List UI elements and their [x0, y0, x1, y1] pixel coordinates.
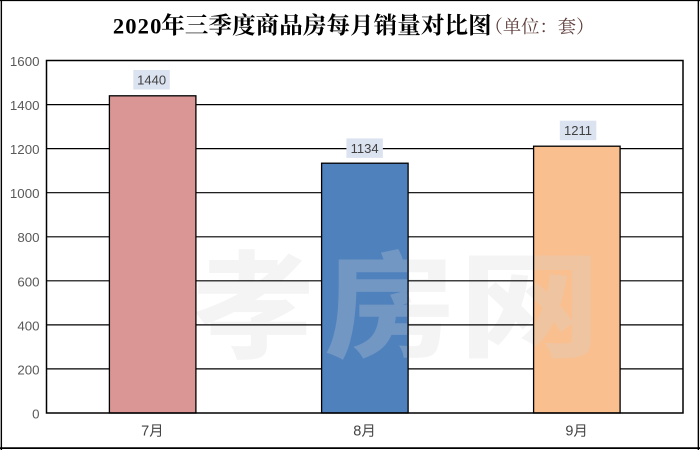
svg-text:8: 8 — [353, 423, 361, 439]
svg-text:200: 200 — [17, 362, 39, 377]
svg-text:400: 400 — [17, 318, 39, 333]
svg-text:1211: 1211 — [564, 123, 592, 138]
svg-text:1600: 1600 — [10, 54, 40, 69]
svg-text:1000: 1000 — [10, 186, 40, 201]
svg-text:1440: 1440 — [137, 73, 166, 88]
svg-text:600: 600 — [17, 274, 39, 289]
svg-text:0: 0 — [32, 407, 39, 422]
svg-text:800: 800 — [17, 230, 39, 245]
svg-text:2020: 2020 — [113, 14, 163, 39]
svg-text:7: 7 — [141, 423, 149, 439]
svg-text:1200: 1200 — [10, 142, 40, 157]
svg-text:1400: 1400 — [10, 98, 40, 113]
svg-text:9: 9 — [565, 423, 573, 439]
svg-text:1134: 1134 — [351, 141, 379, 156]
